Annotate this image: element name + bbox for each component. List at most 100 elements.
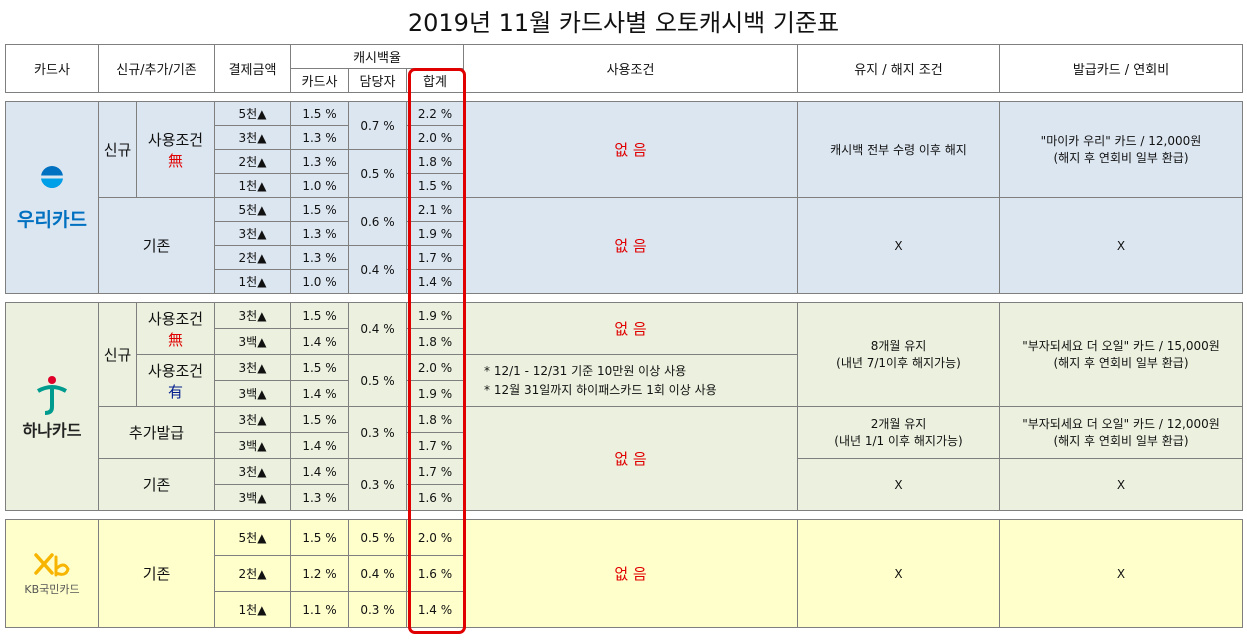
spacer-row (5, 510, 1243, 520)
hana-new-with-condition-label: 사용조건 有 (136, 354, 215, 407)
total-rate: 1.9 % (406, 302, 464, 329)
kb-logo: KB국민카드 (5, 519, 99, 628)
payment-amount: 3백▲ (214, 328, 291, 355)
issue-card-info: "마이카 우리" 카드 / 12,000원 (해지 후 연회비 일부 환급) (999, 101, 1243, 198)
agent-rate: 0.6 % (348, 197, 407, 246)
payment-amount: 2천▲ (214, 245, 291, 270)
header-payment: 결제금액 (214, 44, 291, 93)
total-rate: 1.9 % (406, 380, 464, 407)
table-row: 사용조건 有 3천▲ 1.5 % 0.5 % 2.0 % * 12/1 - 12… (5, 354, 1243, 407)
card-rate: 1.5 % (290, 101, 349, 126)
header-cashback-rate: 캐시백율 (290, 44, 464, 69)
agent-rate: 0.7 % (348, 101, 407, 150)
usage-condition: 없 음 (463, 519, 798, 628)
total-rate: 2.0 % (406, 519, 464, 556)
total-rate: 1.4 % (406, 591, 464, 628)
issue-card-info: X (999, 197, 1243, 294)
table-row: 추가발급 3천▲ 1.5 % 0.3 % 1.8 % 없 음 2개월 유지 (내년… (5, 406, 1243, 511)
card-rate: 1.5 % (290, 197, 349, 222)
card-rate: 1.5 % (290, 406, 349, 433)
hana-new-no-condition-label: 사용조건 無 (136, 302, 215, 355)
issue-card-info: X (999, 519, 1243, 628)
card-rate: 1.3 % (290, 149, 349, 174)
hana-logo-text: 하나카드 (22, 420, 82, 440)
card-rate: 1.1 % (290, 591, 349, 628)
header-card-company: 카드사 (5, 44, 99, 93)
card-rate: 1.2 % (290, 555, 349, 592)
header-issue-card: 발급카드 / 연회비 (999, 44, 1243, 93)
kb-logo-icon (34, 552, 70, 576)
card-rate: 1.0 % (290, 173, 349, 198)
total-rate: 2.1 % (406, 197, 464, 222)
header-type: 신규/추가/기존 (98, 44, 215, 93)
header-keep-cancel: 유지 / 해지 조건 (797, 44, 1000, 93)
header-usage-condition: 사용조건 (463, 44, 798, 93)
woori-new-label: 신규 (98, 101, 137, 198)
table-row: 기존 5천▲ 1.5 % 0.6 % 2.1 % 없 음 X X (5, 197, 1243, 294)
agent-rate: 0.4 % (348, 555, 407, 592)
header-card-rate: 카드사 (290, 68, 349, 93)
keep-cancel-condition: X (797, 458, 1000, 511)
cashback-table: 카드사 신규/추가/기존 결제금액 캐시백율 사용조건 유지 / 해지 조건 발… (5, 44, 1243, 628)
agent-rate: 0.3 % (348, 458, 407, 511)
agent-rate: 0.4 % (348, 302, 407, 355)
woori-logo-icon (39, 166, 65, 188)
payment-amount: 3천▲ (214, 302, 291, 329)
total-rate: 1.9 % (406, 221, 464, 246)
spacer-row (5, 293, 1243, 303)
keep-cancel-condition: 8개월 유지 (내년 7/1이후 해지가능) (797, 302, 1000, 407)
payment-amount: 3백▲ (214, 380, 291, 407)
card-rate: 1.4 % (290, 458, 349, 485)
payment-amount: 1천▲ (214, 591, 291, 628)
keep-cancel-condition: 2개월 유지 (내년 1/1 이후 해지가능) (797, 406, 1000, 459)
kb-logo-text: KB국민카드 (24, 582, 80, 596)
agent-rate: 0.4 % (348, 245, 407, 294)
payment-amount: 3백▲ (214, 432, 291, 459)
spacer-row (5, 92, 1243, 102)
card-rate: 1.0 % (290, 269, 349, 294)
no-condition-mark: 無 (167, 330, 183, 349)
total-rate: 2.2 % (406, 101, 464, 126)
total-rate: 1.7 % (406, 458, 464, 485)
card-rate: 1.5 % (290, 519, 349, 556)
hana-logo: 하나카드 (5, 302, 99, 511)
hana-add-label: 추가발급 (98, 406, 215, 459)
payment-amount: 3천▲ (214, 458, 291, 485)
total-rate: 1.8 % (406, 328, 464, 355)
no-condition-mark: 無 (167, 151, 183, 170)
woori-logo-text: 우리카드 (17, 209, 87, 231)
table-row: 우리카드 신규 사용조건 無 5천▲ 1.5 % 0.7 % 2.2 % 없 음… (5, 101, 1243, 294)
usage-condition: 없 음 (463, 406, 798, 511)
header-row-1: 카드사 신규/추가/기존 결제금액 캐시백율 사용조건 유지 / 해지 조건 발… (5, 44, 1243, 93)
usage-condition: 없 음 (463, 197, 798, 294)
hana-logo-icon (37, 375, 67, 415)
issue-card-info: "부자되세요 더 오일" 카드 / 12,000원 (해지 후 연회비 일부 환급… (999, 406, 1243, 459)
woori-logo: 우리카드 (5, 101, 99, 294)
card-rate: 1.5 % (290, 354, 349, 381)
woori-existing-label: 기존 (98, 197, 215, 294)
total-rate: 2.0 % (406, 354, 464, 381)
header-agent-rate: 담당자 (348, 68, 407, 93)
payment-amount: 5천▲ (214, 101, 291, 126)
agent-rate: 0.5 % (348, 519, 407, 556)
hana-new-label: 신규 (98, 302, 137, 407)
usage-condition: * 12/1 - 12/31 기준 10만원 이상 사용 * 12월 31일까지… (463, 354, 798, 407)
payment-amount: 3천▲ (214, 406, 291, 433)
payment-amount: 1천▲ (214, 173, 291, 198)
card-rate: 1.3 % (290, 245, 349, 270)
hana-existing-label: 기존 (98, 458, 215, 511)
header-row-2: 카드사 담당자 합계 (6, 68, 1243, 93)
payment-amount: 3천▲ (214, 125, 291, 150)
keep-cancel-condition: X (797, 519, 1000, 628)
agent-rate: 0.5 % (348, 354, 407, 407)
payment-amount: 1천▲ (214, 269, 291, 294)
payment-amount: 3천▲ (214, 354, 291, 381)
total-rate: 1.8 % (406, 149, 464, 174)
table-row: 하나카드 신규 사용조건 無 3천▲ 1.5 % 0.4 % 1.9 % 없 음… (5, 302, 1243, 511)
card-rate: 1.3 % (290, 125, 349, 150)
total-column-highlight (408, 68, 466, 634)
payment-amount: 2천▲ (214, 149, 291, 174)
card-rate: 1.4 % (290, 432, 349, 459)
payment-amount: 5천▲ (214, 197, 291, 222)
usage-condition: 없 음 (463, 101, 798, 198)
